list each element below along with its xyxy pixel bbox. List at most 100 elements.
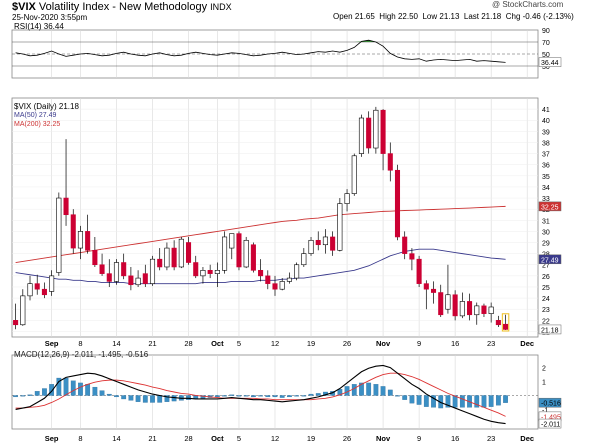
macd-hist-56 <box>416 395 422 405</box>
macd-hist-14 <box>114 395 119 398</box>
macd-hist-66 <box>488 395 494 407</box>
candle-body-67 <box>495 320 501 326</box>
price-legend-ma50: MA(50) 27.49 <box>14 112 57 119</box>
price-x-label-8: 19 <box>307 339 315 348</box>
candle-body-57 <box>423 283 429 290</box>
last-price-tag-box <box>538 324 562 335</box>
candle-body-36 <box>272 283 278 290</box>
candle-body-23 <box>178 238 184 268</box>
candle-body-5 <box>49 275 55 292</box>
candle-body-26 <box>200 270 206 277</box>
macd-hist-40 <box>301 395 307 397</box>
macd-value-tag-box <box>538 418 562 429</box>
macd-x-label-5: Oct <box>211 434 224 443</box>
candle-body-49 <box>366 117 372 149</box>
rsi-last-tag-box <box>538 57 562 67</box>
macd-hist-48 <box>359 382 364 396</box>
macd-signal-tag: -1.495 <box>541 414 561 421</box>
macd-hist-24 <box>186 395 191 400</box>
macd-x-label-14: Dec <box>520 434 534 443</box>
macd-x-label-3: 21 <box>148 434 156 443</box>
macd-hist-7 <box>63 377 69 396</box>
candle-body-66 <box>488 306 494 314</box>
candle-body-30 <box>229 233 235 249</box>
candle-body-51 <box>380 109 386 154</box>
last-candle-highlight <box>501 313 510 332</box>
macd-tick--1: -1 <box>542 407 548 414</box>
macd-hist-50 <box>373 384 379 396</box>
macd-value-tag: -2.011 <box>541 422 560 429</box>
candle-body-27 <box>207 270 213 274</box>
macd-hist-1 <box>20 395 26 397</box>
macd-x-label-1: 8 <box>78 434 82 443</box>
candle-body-14 <box>113 262 120 282</box>
candle-body-32 <box>243 239 249 268</box>
candle-body-3 <box>34 283 40 290</box>
price-tick-38: 38 <box>542 140 550 147</box>
price-tick-25: 25 <box>542 285 550 292</box>
candle-body-8 <box>70 214 76 249</box>
price-legend-ma200: MA(200) 32.25 <box>14 121 61 128</box>
open-value: 21.65 <box>354 12 375 21</box>
macd-x-label-11: 9 <box>417 434 421 443</box>
macd-hist-45 <box>337 389 343 396</box>
price-tick-23: 23 <box>542 307 550 314</box>
macd-hist-55 <box>409 395 415 404</box>
price-x-label-14: Dec <box>520 339 534 348</box>
macd-hist-11 <box>92 386 98 396</box>
price-x-label-2: 14 <box>112 339 120 348</box>
macd-hist-36 <box>272 395 278 398</box>
macd-hist-17 <box>135 395 141 402</box>
candle-body-40 <box>301 253 307 266</box>
symbol: $VIX <box>12 1 36 13</box>
candle-body-46 <box>344 193 350 204</box>
exchange: INDX <box>210 2 232 12</box>
price-tick-37: 37 <box>542 152 550 159</box>
price-tick-29: 29 <box>542 241 550 248</box>
rsi-line <box>15 39 506 63</box>
macd-hist-38 <box>287 395 292 398</box>
macd-hist-58 <box>431 395 436 408</box>
macd-hist-16 <box>128 395 134 401</box>
candle-body-0 <box>13 320 19 326</box>
rsi-tick-30: 30 <box>542 64 550 71</box>
chart-date: 25-Nov-2020 3:55pm <box>12 13 88 22</box>
price-x-label-11: 9 <box>417 339 421 348</box>
ma200-tag: 32.25 <box>541 204 559 211</box>
macd-hist-35 <box>265 395 271 398</box>
price-tick-24: 24 <box>542 296 550 303</box>
price-tick-27: 27 <box>542 263 550 270</box>
macd-hist-15 <box>121 395 127 400</box>
macd-hist-57 <box>423 395 429 407</box>
price-tick-36: 36 <box>542 163 550 170</box>
macd-hist-53 <box>395 395 400 397</box>
macd-hist-tag: -0.516 <box>541 401 561 408</box>
macd-hist-21 <box>164 395 170 402</box>
macd-hist-42 <box>315 393 321 396</box>
macd-hist-18 <box>142 395 148 403</box>
candle-body-29 <box>222 236 228 271</box>
macd-hist-0 <box>13 395 18 398</box>
chg-label: Chg <box>505 12 521 21</box>
candle-body-28 <box>214 270 220 274</box>
macd-hist-39 <box>294 395 300 397</box>
macd-hist-31 <box>236 395 242 397</box>
candle-body-10 <box>85 231 91 251</box>
macd-hist-5 <box>49 384 55 396</box>
high-value: 22.50 <box>397 12 419 21</box>
price-tick-31: 31 <box>542 218 550 225</box>
macd-x-label-8: 19 <box>307 434 315 443</box>
candle-body-22 <box>171 247 177 268</box>
candle-body-19 <box>149 258 156 284</box>
candle-body-17 <box>135 277 141 286</box>
macd-hist-54 <box>402 395 408 400</box>
price-tick-26: 26 <box>542 274 550 281</box>
candle-body-58 <box>430 288 437 293</box>
macd-hist-26 <box>200 395 206 399</box>
candle-body-63 <box>467 301 473 316</box>
price-tick-41: 41 <box>542 107 550 114</box>
price-tick-33: 33 <box>542 196 550 203</box>
price-x-label-4: 28 <box>184 339 192 348</box>
candle-body-62 <box>459 301 465 317</box>
